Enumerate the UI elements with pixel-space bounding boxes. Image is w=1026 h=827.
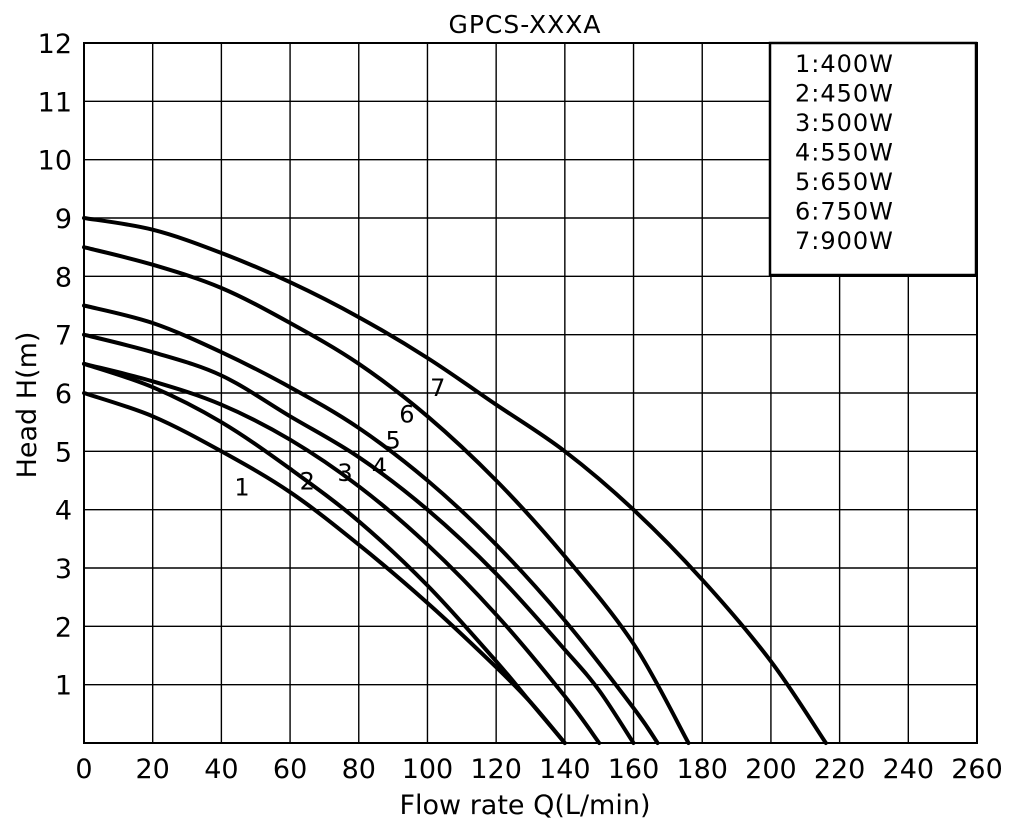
x-tick-label: 20 <box>136 754 170 785</box>
legend-items: 1:400W2:450W3:500W4:550W5:650W6:750W7:90… <box>795 50 894 255</box>
curve-label-6: 6 <box>399 400 414 428</box>
legend-item: 4:550W <box>795 139 894 167</box>
y-tick-label: 4 <box>55 496 72 527</box>
y-tick-label: 9 <box>55 204 72 235</box>
legend-box <box>768 41 978 277</box>
curve-label-7: 7 <box>430 374 445 402</box>
legend: 1:400W2:450W3:500W4:550W5:650W6:750W7:90… <box>768 41 978 277</box>
y-tick-label: 1 <box>55 671 72 702</box>
curve-7 <box>82 216 828 745</box>
curve-label-4: 4 <box>372 453 387 481</box>
y-tick-label: 10 <box>38 146 72 177</box>
legend-item: 2:450W <box>795 80 894 108</box>
legend-item: 1:400W <box>795 50 894 78</box>
x-tick-label: 200 <box>745 754 797 785</box>
curve-4 <box>82 332 636 745</box>
curve-6 <box>82 245 691 745</box>
y-tick-label: 2 <box>55 612 72 643</box>
x-tick-label: 0 <box>75 754 92 785</box>
legend-item: 7:900W <box>795 227 894 255</box>
x-tick-labels: 0 20 40 60 80 100 120 140 160 180 200 220 240 260 <box>75 754 1002 785</box>
y-tick-label: 6 <box>55 379 72 410</box>
x-tick-label: 100 <box>402 754 454 785</box>
x-tick-label: 160 <box>608 754 660 785</box>
x-tick-label: 220 <box>814 754 866 785</box>
legend-item: 5:650W <box>795 168 894 196</box>
x-tick-label: 140 <box>539 754 591 785</box>
x-tick-label: 40 <box>204 754 238 785</box>
y-tick-label: 3 <box>55 554 72 585</box>
y-tick-label: 12 <box>38 29 72 60</box>
curve-label-5: 5 <box>385 427 400 455</box>
legend-item: 3:500W <box>795 109 894 137</box>
y-tick-label: 7 <box>55 321 72 352</box>
curve-5 <box>82 303 660 745</box>
x-tick-label: 240 <box>883 754 935 785</box>
x-tick-label: 80 <box>342 754 376 785</box>
curve-label-2: 2 <box>300 468 315 496</box>
x-tick-label: 60 <box>273 754 307 785</box>
curve-label-1: 1 <box>234 473 249 501</box>
y-tick-label: 5 <box>55 437 72 468</box>
curve-label-3: 3 <box>337 459 352 487</box>
x-tick-label: 180 <box>676 754 728 785</box>
x-axis-title: Flow rate Q(L/min) <box>399 790 650 821</box>
curve-2 <box>82 361 567 745</box>
legend-item: 6:750W <box>795 198 894 226</box>
y-tick-label: 11 <box>38 87 72 118</box>
x-tick-label: 120 <box>470 754 522 785</box>
y-tick-label: 8 <box>55 262 72 293</box>
curves <box>82 216 828 745</box>
curve-3 <box>82 361 602 745</box>
x-tick-label: 260 <box>951 754 1003 785</box>
chart-title: GPCS-XXXA <box>448 10 601 39</box>
y-axis-title: Head H(m) <box>12 332 43 479</box>
